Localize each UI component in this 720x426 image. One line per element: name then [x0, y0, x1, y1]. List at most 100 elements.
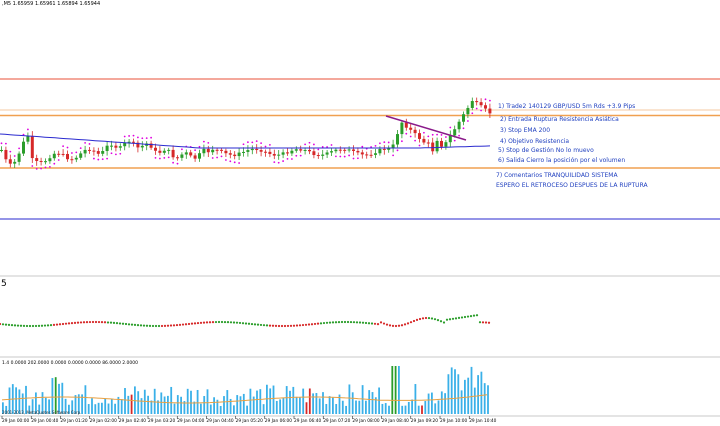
volume-bar — [351, 392, 354, 414]
resistance-trendline[interactable] — [385, 115, 467, 141]
oscillator-dot — [175, 323, 179, 327]
volume-bar — [120, 399, 123, 414]
oscillator-dot — [103, 321, 107, 324]
candle-body — [162, 150, 166, 153]
oscillator-dot — [268, 324, 272, 327]
volume-bar — [223, 396, 225, 414]
oscillator-dot — [64, 322, 68, 325]
sar-dot — [313, 143, 315, 146]
oscillator-dot — [91, 320, 95, 324]
candle-body — [110, 145, 113, 147]
candle-body — [61, 153, 65, 155]
sar-dot — [440, 134, 443, 136]
oscillator-dot — [328, 321, 332, 324]
candle-body — [215, 149, 219, 151]
sar-dot — [295, 154, 298, 157]
sar-dot — [251, 141, 254, 144]
volume-bar — [170, 386, 173, 414]
oscillator-dot — [352, 321, 356, 324]
x-axis-label: 29 Jan 04:40 — [206, 419, 234, 424]
oscillator-dot — [484, 321, 488, 324]
volume-bar — [124, 388, 126, 414]
sar-dot — [291, 158, 293, 160]
candle-body — [4, 149, 8, 160]
sar-dot — [475, 107, 478, 110]
sar-dot — [335, 155, 337, 158]
volume-bar — [44, 397, 47, 414]
sar-dot — [115, 153, 117, 156]
sar-dot — [392, 154, 394, 157]
oscillator-dot — [217, 320, 221, 324]
oscillator-dot — [0, 322, 2, 326]
annotation-comments: 7) Comentarios TRANQUILIDAD SISTEMA — [496, 172, 618, 179]
oscillator-dot — [343, 320, 347, 324]
candle-body — [281, 152, 285, 155]
oscillator-dot — [448, 318, 452, 321]
candle-body — [79, 153, 83, 158]
candle-body — [413, 129, 417, 134]
candle-body — [259, 150, 263, 152]
volume-bar — [173, 403, 176, 414]
oscillator-dot — [49, 324, 53, 327]
x-axis-label: 29 Jan 06:00 — [264, 419, 293, 424]
sar-dot — [255, 140, 258, 143]
volume-bar — [193, 401, 196, 414]
sar-dot — [233, 161, 236, 164]
sar-dot — [484, 98, 487, 101]
candle-body — [290, 150, 294, 154]
oscillator-dot — [319, 322, 323, 325]
sar-dot — [211, 157, 214, 159]
oscillator-dot — [28, 324, 32, 328]
candle-body — [462, 114, 465, 122]
sar-dot — [216, 156, 219, 159]
oscillator-dot — [259, 323, 263, 327]
oscillator-dot — [10, 324, 14, 327]
candle-body — [352, 149, 355, 151]
volume-bar — [332, 397, 334, 414]
sar-dot — [458, 134, 460, 137]
sar-dot — [49, 165, 51, 168]
ema-200-line — [0, 133, 491, 149]
oscillator-dot — [43, 324, 47, 327]
sar-dot — [282, 160, 284, 162]
candle-body — [268, 151, 272, 154]
oscillator-dot — [247, 322, 251, 325]
volume-bar — [384, 403, 387, 414]
candle-body — [22, 141, 25, 154]
sar-dot — [176, 162, 179, 165]
sar-dot — [181, 148, 183, 151]
volume-bar — [107, 403, 110, 414]
sar-dot — [304, 143, 306, 146]
volume-bar — [308, 388, 311, 414]
volume-bar — [467, 377, 470, 414]
oscillator-dot — [385, 323, 389, 326]
candle-body — [132, 141, 135, 143]
volume-bar — [137, 391, 140, 414]
candle-body — [70, 159, 74, 161]
oscillator-dot — [346, 320, 350, 324]
oscillator-dot — [265, 324, 269, 327]
oscillator-dot — [244, 322, 248, 325]
sar-dot — [66, 146, 69, 149]
volume-bar — [404, 405, 407, 414]
oscillator-dot — [16, 324, 20, 327]
volume-bar — [460, 390, 463, 414]
volume-bar — [35, 392, 37, 414]
volume-bar — [322, 392, 324, 414]
candle-body — [26, 135, 30, 142]
candle-body — [470, 101, 474, 108]
oscillator-dot — [376, 323, 380, 326]
oscillator-dot — [442, 321, 446, 324]
volume-bar — [477, 375, 479, 414]
volume-bar — [25, 385, 27, 414]
volume-bar — [252, 396, 255, 414]
sar-dot — [0, 142, 3, 145]
candle-body — [360, 152, 364, 155]
candles-group — [0, 97, 492, 168]
volume-bar — [114, 403, 116, 414]
oscillator-dot — [109, 321, 113, 324]
sar-dot — [260, 142, 262, 145]
volume-bar — [58, 383, 60, 414]
oscillator-dot — [478, 321, 482, 324]
